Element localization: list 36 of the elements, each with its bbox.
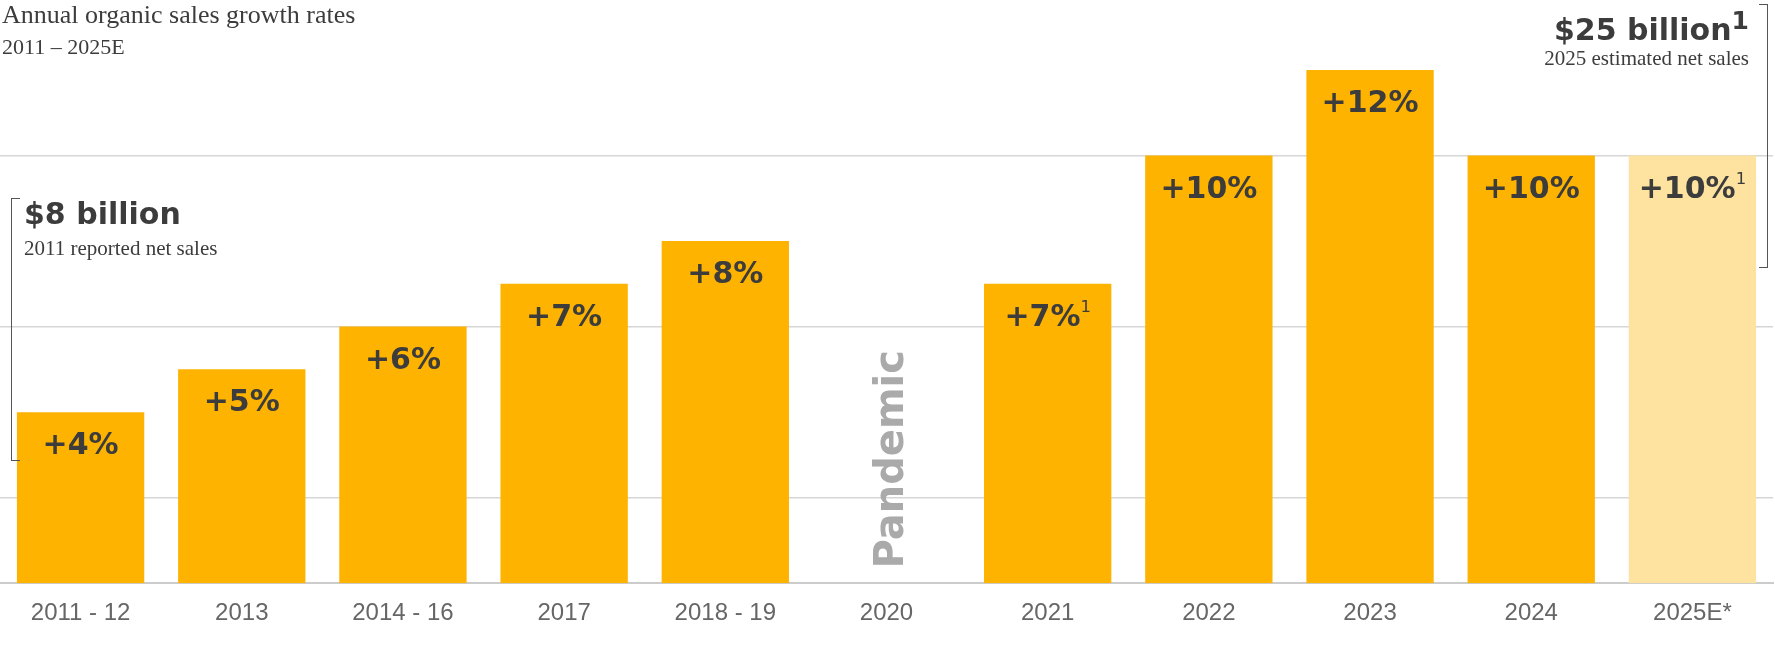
bar	[984, 283, 1112, 584]
annotation: Pandemic	[866, 350, 912, 569]
bar	[339, 326, 467, 584]
x-tick-label: 2014 - 16	[352, 598, 454, 626]
x-tick-label: 2011 - 12	[30, 598, 131, 626]
annotation: 2011 reported net sales	[24, 236, 218, 261]
data-label: +4%	[42, 426, 119, 462]
bar	[1467, 155, 1595, 584]
data-label: +10%	[1482, 169, 1580, 205]
x-tick-label: 2020	[859, 598, 914, 626]
x-tick-label: 2021	[1020, 598, 1075, 626]
x-tick-label: 2024	[1504, 598, 1558, 626]
bar	[661, 241, 789, 584]
bar	[178, 369, 306, 584]
x-tick-label: 2018 - 19	[674, 598, 777, 626]
x-tick-label: 2013	[215, 598, 269, 626]
x-tick-label: 2022	[1182, 598, 1236, 626]
text: $25 billion$^{1}$	[1553, 6, 1749, 47]
data-label: +10%	[1160, 169, 1258, 205]
chart-subtitle: 2011 – 2025E	[2, 34, 125, 60]
bar	[1306, 70, 1434, 584]
annotation: 2025 estimated net sales	[1544, 46, 1749, 71]
data-label: +6%	[364, 340, 441, 376]
bar	[16, 412, 145, 584]
chart-title: Annual organic sales growth rates	[2, 0, 356, 30]
data-label: +7%	[526, 297, 603, 333]
data-label: +12%	[1321, 84, 1419, 119]
bar	[500, 283, 628, 584]
bar	[1628, 155, 1757, 584]
x-tick-label: 2023	[1343, 598, 1397, 626]
annotation: $8 billion	[24, 196, 181, 231]
x-tick-label: 2025E*	[1653, 598, 1732, 626]
data-label: +8%	[687, 255, 764, 291]
data-label: +5%	[203, 383, 280, 419]
bar	[1145, 155, 1273, 584]
x-tick-label: 2017	[537, 598, 591, 626]
